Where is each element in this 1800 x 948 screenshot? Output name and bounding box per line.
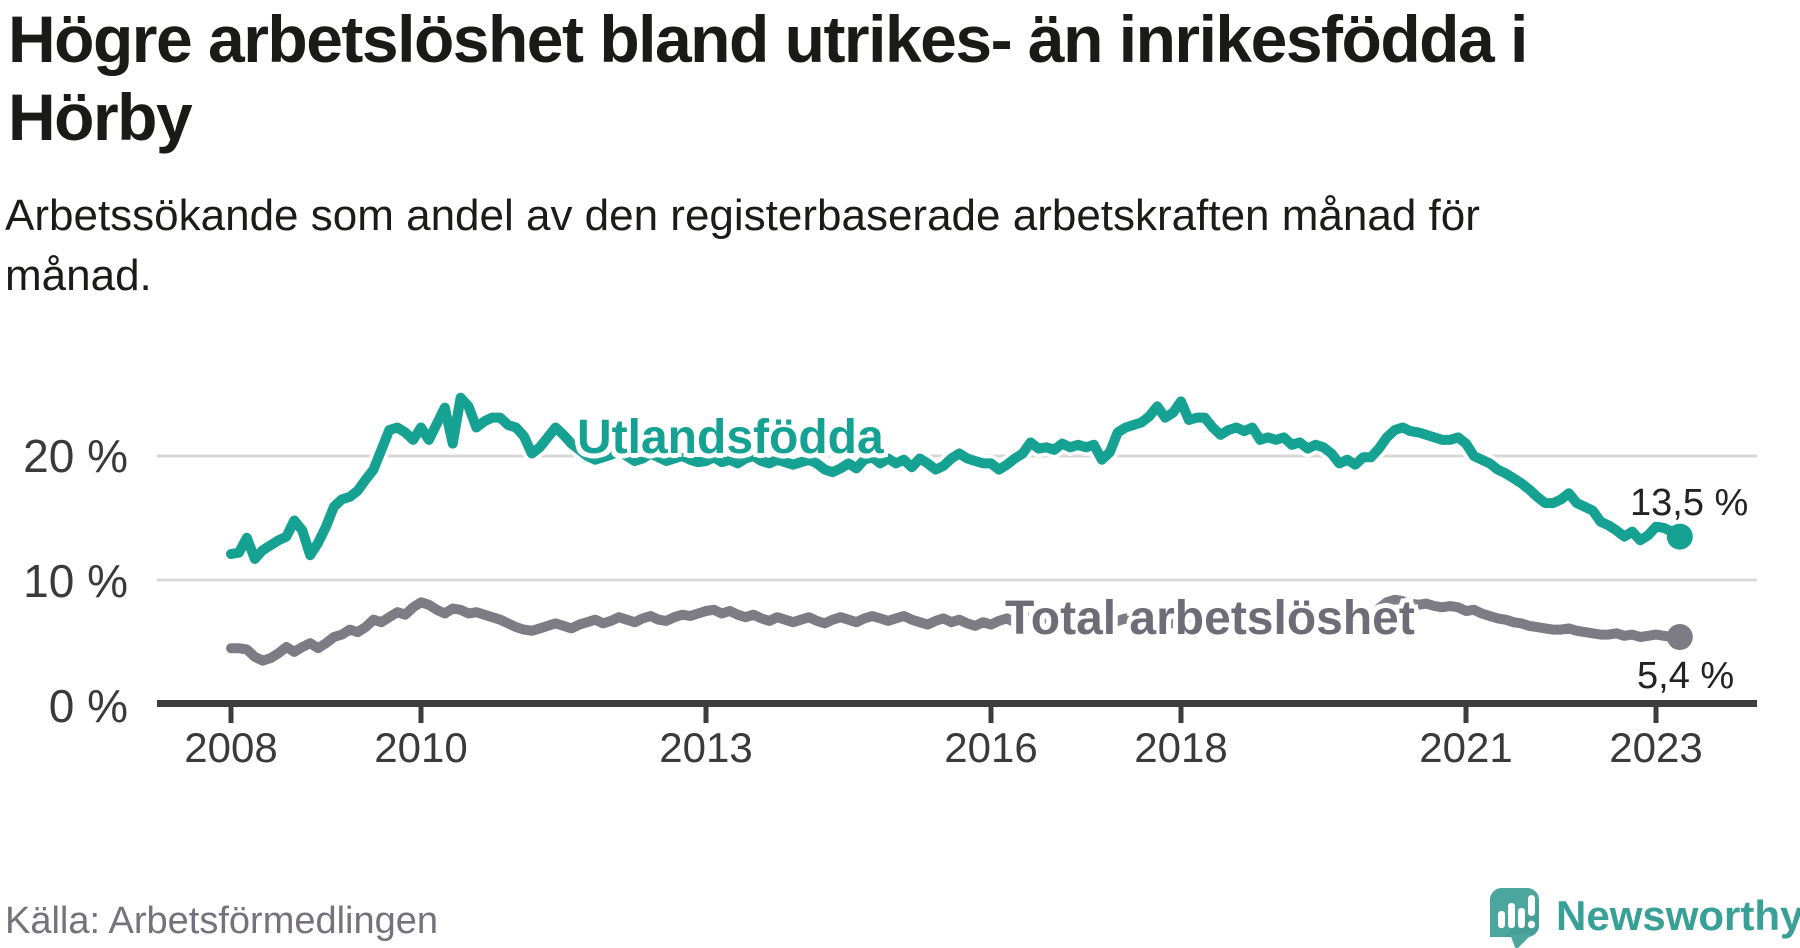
- x-axis-label-2013: 2013: [659, 724, 753, 771]
- bar-3: [1518, 908, 1525, 928]
- y-axis-label-10: 10 %: [23, 555, 128, 607]
- page-title-line-2: Hörby: [8, 80, 193, 154]
- end-value-label-total-arbetsloshet: 5,4 %: [1637, 655, 1735, 697]
- speech-bubble-tail: [1510, 934, 1532, 948]
- brand-wordmark: Newsworthy: [1556, 892, 1800, 939]
- series-label-total-arbetsloshet: Total arbetslöshet: [1005, 592, 1415, 645]
- x-axis-label-2016: 2016: [944, 724, 1038, 771]
- chart-subtitle-line-2: månad.: [5, 251, 152, 300]
- exclamation-dot: [1527, 920, 1536, 929]
- bar-2: [1508, 903, 1515, 928]
- x-axis-label-2008: 2008: [184, 724, 278, 771]
- chart-subtitle-line-1: Arbetssökande som andel av den registerb…: [5, 191, 1480, 240]
- newsworthy-logo-icon: [1490, 888, 1539, 948]
- end-value-label-utlandsfodda: 13,5 %: [1630, 482, 1749, 524]
- exclamation-stem: [1528, 895, 1535, 916]
- x-axis-label-2023: 2023: [1609, 724, 1703, 771]
- y-axis-label-0: 0 %: [48, 680, 128, 732]
- page-title-line-1: Högre arbetslöshet bland utrikes- än inr…: [8, 2, 1528, 76]
- bar-1: [1498, 911, 1505, 928]
- x-axis-label-2021: 2021: [1419, 724, 1513, 771]
- x-axis-label-2010: 2010: [374, 724, 468, 771]
- x-axis-label-2018: 2018: [1134, 724, 1228, 771]
- y-axis-label-20: 20 %: [23, 430, 128, 482]
- series-label-utlandsfodda: Utlandsfödda: [577, 411, 884, 464]
- chart-subtitle: Arbetssökande som andel av den registerb…: [5, 186, 1505, 306]
- source-note: Källa: Arbetsförmedlingen: [5, 900, 439, 942]
- page-title: Högre arbetslöshet bland utrikes- än inr…: [8, 0, 1768, 156]
